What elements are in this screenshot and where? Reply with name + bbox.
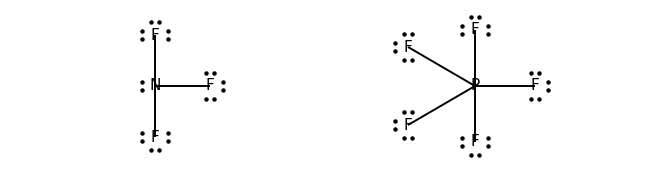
Text: F: F <box>530 78 540 94</box>
Text: N: N <box>150 78 161 94</box>
Text: F: F <box>205 78 214 94</box>
Text: F: F <box>404 117 412 133</box>
Text: F: F <box>471 23 480 37</box>
Text: P: P <box>471 78 480 94</box>
Text: F: F <box>471 135 480 149</box>
Text: F: F <box>151 28 159 43</box>
Text: F: F <box>151 129 159 144</box>
Text: F: F <box>404 40 412 55</box>
